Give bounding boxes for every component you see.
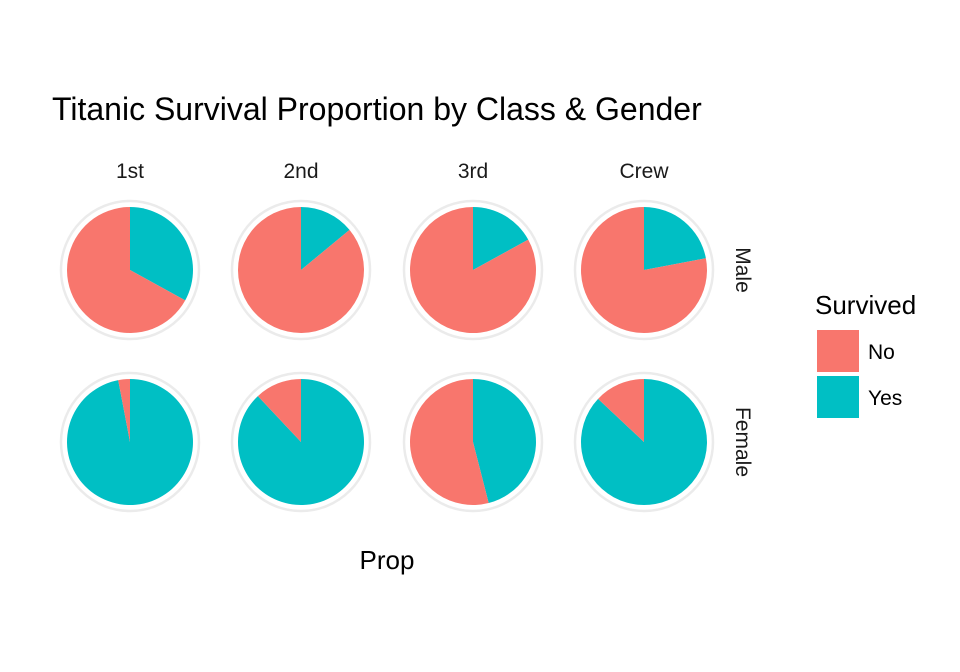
x-axis-label: Prop (360, 545, 415, 575)
column-label-3rd: 3rd (458, 160, 488, 183)
slice-yes (644, 207, 706, 270)
pie-panels (59, 199, 715, 513)
slice-no (598, 379, 644, 442)
pie-1st-female (59, 371, 201, 513)
slice-yes (66, 379, 193, 505)
legend-label-no: No (868, 341, 895, 364)
slice-yes (130, 207, 194, 301)
pie-3rd-male (402, 199, 544, 341)
column-label-1st: 1st (116, 160, 144, 183)
slice-no (581, 207, 708, 333)
slice-yes (473, 379, 537, 504)
row-label-female: Female (731, 407, 754, 477)
row-strip-labels: Male Female (731, 247, 754, 477)
pie-3rd-female (402, 371, 544, 513)
column-label-2nd: 2nd (283, 160, 318, 183)
slice-no (118, 379, 130, 442)
column-label-crew: Crew (619, 160, 669, 183)
slice-no (410, 207, 537, 333)
slice-no (410, 379, 489, 505)
row-label-male: Male (731, 247, 754, 293)
slice-no (238, 207, 364, 333)
legend-title: Survived (815, 290, 916, 320)
chart-title: Titanic Survival Proportion by Class & G… (52, 91, 702, 127)
pie-2nd-female (230, 371, 372, 513)
legend-key-yes (817, 376, 859, 418)
column-strip-labels: 1st 2nd 3rd Crew (116, 160, 669, 183)
legend-key-no (817, 330, 859, 372)
legend-label-yes: Yes (868, 387, 902, 410)
pie-1st-male (59, 199, 201, 341)
pie-crew-female (573, 371, 715, 513)
pie-2nd-male (230, 199, 372, 341)
slice-no (257, 379, 301, 442)
slice-yes (301, 207, 350, 270)
pie-crew-male (573, 199, 715, 341)
slice-no (67, 206, 186, 333)
slice-yes (473, 207, 529, 270)
legend: Survived No Yes (815, 290, 916, 418)
